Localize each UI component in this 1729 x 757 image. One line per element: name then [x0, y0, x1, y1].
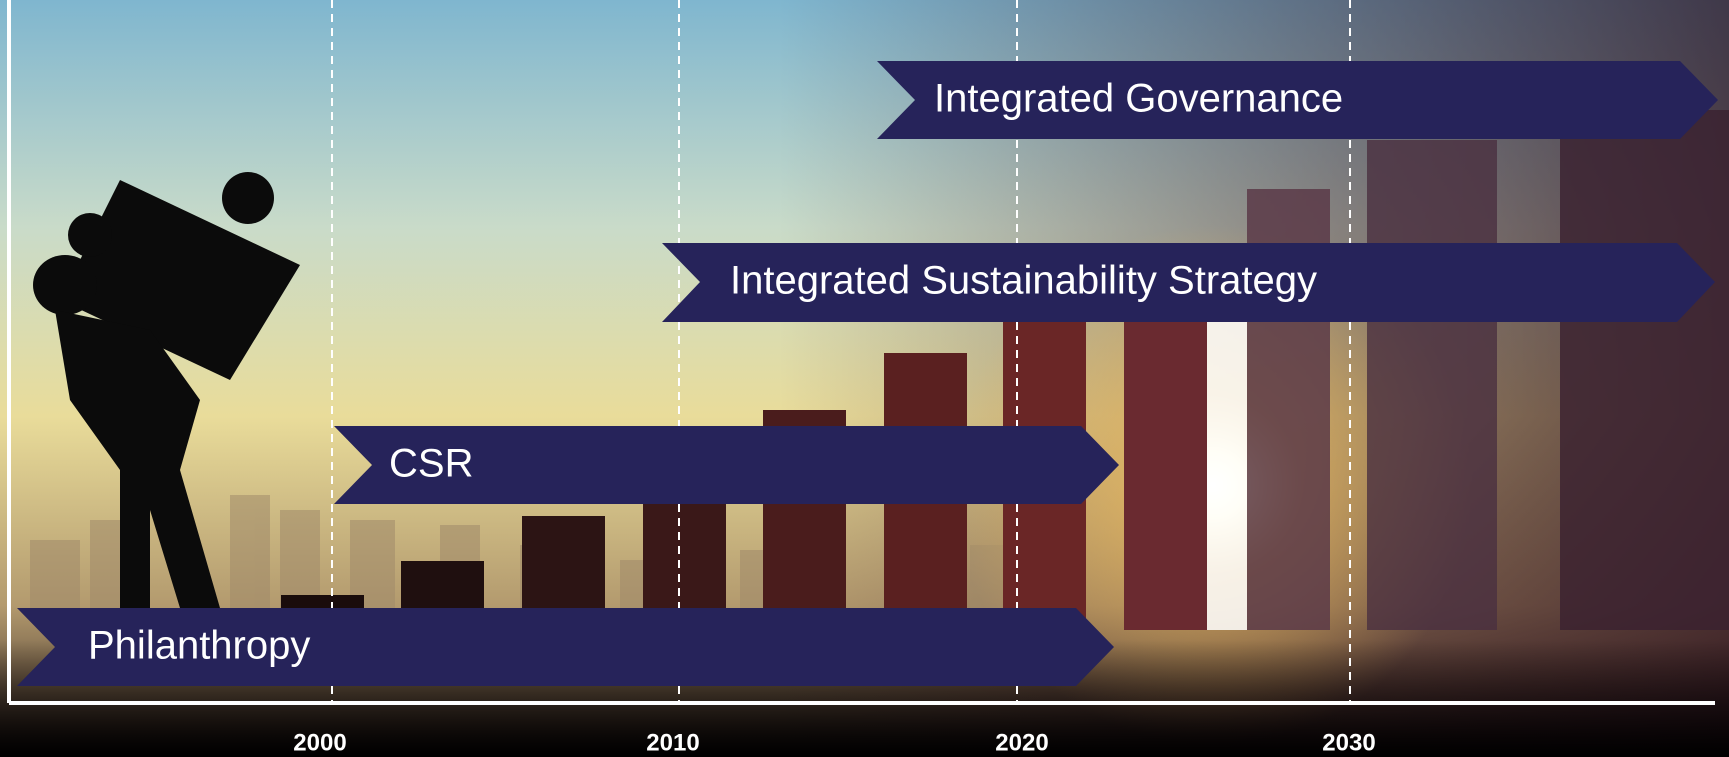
stage-label: Integrated Sustainability Strategy	[730, 259, 1317, 303]
stage-label: Integrated Governance	[934, 77, 1343, 121]
page: {"timeline": { "axis_labels": ["2000", "…	[0, 0, 1729, 757]
stage-label: Philanthropy	[88, 624, 310, 668]
year-label: 2000	[293, 729, 346, 756]
year-label: 2020	[995, 729, 1048, 756]
year-label: 2010	[646, 729, 699, 756]
timeline-infographic: Integrated Governance Integrated Sustain…	[0, 0, 1729, 757]
stage-label: CSR	[389, 442, 473, 486]
sun-gap	[1207, 300, 1247, 630]
year-label: 2030	[1322, 729, 1375, 756]
